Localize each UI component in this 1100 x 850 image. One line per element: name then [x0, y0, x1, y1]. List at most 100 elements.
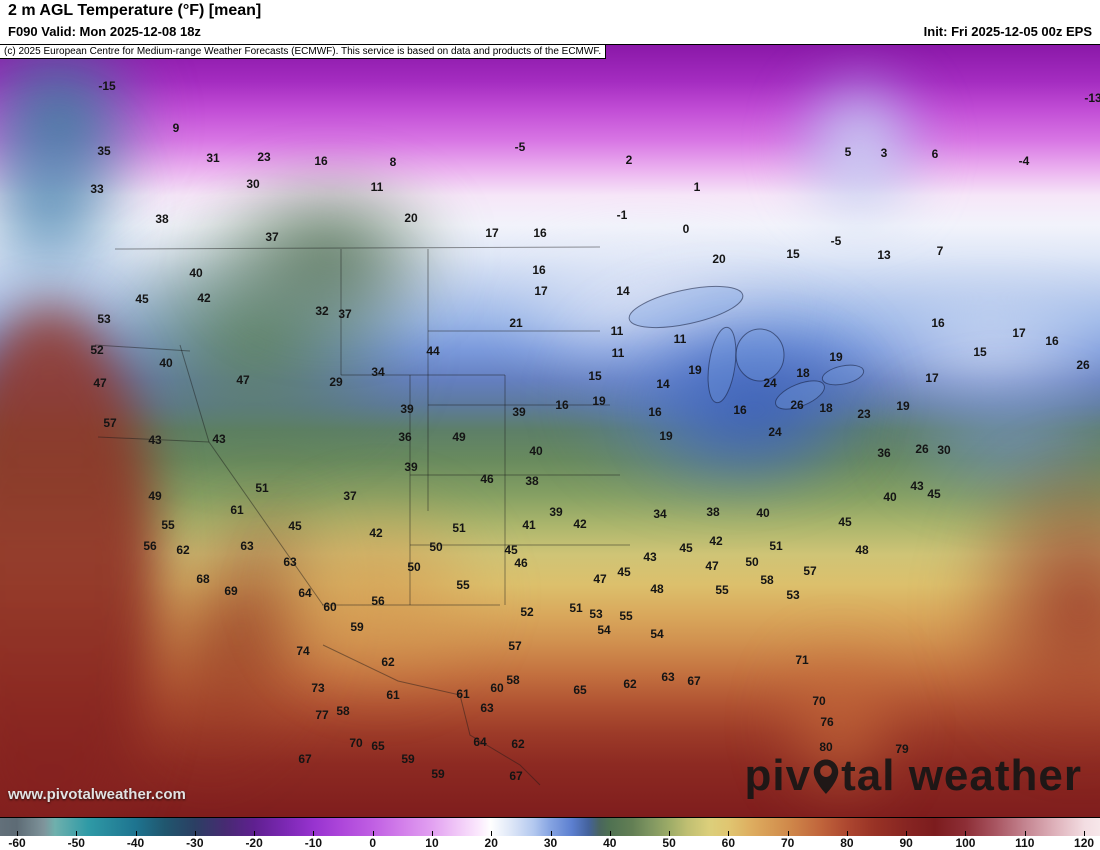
- temp-value-label: 17: [925, 371, 939, 385]
- colorbar-tick-mark: [1084, 831, 1086, 836]
- temp-value-label: 71: [795, 653, 809, 667]
- state-borders: [94, 246, 865, 786]
- temp-value-label: 15: [786, 247, 800, 261]
- colorbar-tick-mark: [76, 831, 78, 836]
- temp-value-label: 67: [298, 752, 312, 766]
- temp-value-label: 61: [386, 688, 400, 702]
- colorbar-tick-label: -50: [67, 836, 85, 850]
- colorbar-tick-mark: [550, 831, 552, 836]
- temp-value-label: 63: [283, 555, 297, 569]
- temp-value-label: 38: [525, 474, 539, 488]
- temp-value-label: 47: [236, 373, 250, 387]
- colorbar-tick-mark: [135, 831, 137, 836]
- temp-value-label: 26: [790, 398, 804, 412]
- colorbar-tick-label: 20: [484, 836, 498, 850]
- temp-value-label: 19: [659, 429, 673, 443]
- temp-value-label: 6: [931, 147, 939, 161]
- colorbar-tick-mark: [965, 831, 967, 836]
- temp-value-label: 11: [611, 346, 625, 360]
- temp-value-label: 23: [857, 407, 871, 421]
- colorbar-tick-label: 90: [899, 836, 913, 850]
- temp-value-label: 16: [314, 154, 328, 168]
- colorbar-tick-label: 30: [543, 836, 558, 850]
- temp-value-label: 56: [143, 539, 157, 553]
- colorbar-tick-label: 100: [955, 836, 976, 850]
- pivotal-weather-logo: piv tal weather: [745, 751, 1082, 801]
- temp-value-label: 45: [504, 543, 518, 557]
- temp-value-label: 42: [709, 534, 723, 548]
- temp-value-label: 15: [588, 369, 602, 383]
- temp-value-label: 13: [877, 248, 891, 262]
- colorbar-gradient: [0, 818, 1100, 836]
- temp-value-label: 15: [973, 345, 987, 359]
- temp-value-label: 17: [485, 226, 499, 240]
- temp-value-label: 3: [880, 146, 888, 160]
- temp-value-label: 23: [257, 150, 271, 164]
- temp-value-label: 65: [371, 739, 385, 753]
- temp-value-label: 70: [349, 736, 363, 750]
- temp-value-label: 11: [673, 332, 687, 346]
- temp-value-label: 19: [688, 363, 702, 377]
- valid-time-label: F090 Valid: Mon 2025-12-08 18z: [8, 24, 201, 39]
- colorbar-tick-mark: [1024, 831, 1026, 836]
- temp-value-label: 34: [653, 507, 667, 521]
- temp-value-label: 0: [682, 222, 690, 236]
- temp-value-label: 42: [573, 517, 587, 531]
- temp-value-label: 64: [298, 586, 312, 600]
- temp-value-label: 43: [643, 550, 657, 564]
- colorbar-tick-label: 110: [1015, 836, 1035, 850]
- temp-value-label: 58: [760, 573, 774, 587]
- temp-value-label: 51: [569, 601, 583, 615]
- temp-value-label: 45: [927, 487, 941, 501]
- temp-value-label: 58: [506, 673, 520, 687]
- temp-value-label: 53: [589, 607, 603, 621]
- temp-value-label: 40: [189, 266, 203, 280]
- temp-value-label: 8: [389, 155, 397, 169]
- temp-value-label: 59: [431, 767, 445, 781]
- temp-value-label: 16: [533, 226, 547, 240]
- temp-value-label: 54: [650, 627, 664, 641]
- logo-text-left: piv: [744, 751, 812, 800]
- temp-value-label: 50: [745, 555, 759, 569]
- colorbar-ticks: -60 -50 -40 -30 -20 -10 0 10 20 30 40 50 60 70 80 90 100…: [0, 836, 1100, 850]
- temp-value-label: 35: [97, 144, 111, 158]
- temp-value-label: 51: [452, 521, 466, 535]
- temp-value-label: 55: [456, 578, 470, 592]
- temp-value-label: 29: [329, 375, 343, 389]
- page-title: 2 m AGL Temperature (°F) [mean]: [8, 2, 262, 19]
- temp-value-label: 1: [693, 180, 701, 194]
- temp-value-label: 49: [148, 489, 162, 503]
- temp-value-label: 19: [829, 350, 843, 364]
- temp-value-label: 76: [820, 715, 834, 729]
- temp-value-label: -1: [616, 208, 628, 222]
- colorbar-tick-mark: [787, 831, 789, 836]
- temp-value-label: 48: [855, 543, 869, 557]
- temp-value-label: 50: [429, 540, 443, 554]
- temp-value-label: 45: [838, 515, 852, 529]
- temp-value-label: 44: [426, 344, 440, 358]
- temp-value-label: 48: [650, 582, 664, 596]
- temp-value-label: 59: [401, 752, 415, 766]
- temp-value-label: 26: [915, 442, 929, 456]
- temp-value-label: 41: [522, 518, 536, 532]
- temp-value-label: 37: [265, 230, 279, 244]
- temp-value-label: -5: [514, 140, 526, 154]
- temp-value-label: 61: [230, 503, 244, 517]
- temp-value-label: 69: [224, 584, 238, 598]
- temp-value-label: 20: [712, 252, 726, 266]
- temp-value-label: 16: [733, 403, 747, 417]
- temp-value-label: 43: [910, 479, 924, 493]
- temp-value-label: 24: [763, 376, 777, 390]
- colorbar-tick-mark: [906, 831, 908, 836]
- temp-value-label: 43: [212, 432, 226, 446]
- temp-value-label: 70: [812, 694, 826, 708]
- temp-value-label: 50: [407, 560, 421, 574]
- colorbar-tick-mark: [254, 831, 256, 836]
- temp-value-label: 19: [896, 399, 910, 413]
- temp-value-label: 16: [648, 405, 662, 419]
- temp-value-label: 46: [480, 472, 494, 486]
- temp-value-label: 73: [311, 681, 325, 695]
- temp-value-label: 26: [1076, 358, 1090, 372]
- temp-value-label: 61: [456, 687, 470, 701]
- temp-value-label: 74: [296, 644, 310, 658]
